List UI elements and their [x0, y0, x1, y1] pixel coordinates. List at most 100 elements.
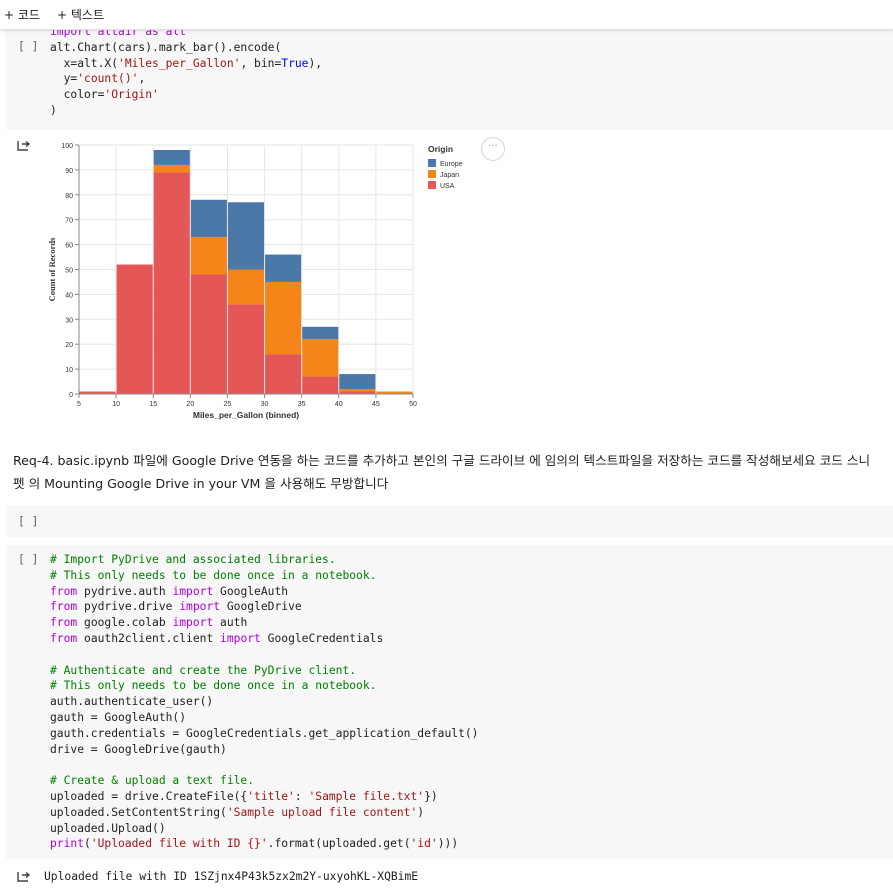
code-token: oauth2client.client: [77, 631, 221, 645]
legend-swatch-usa: [428, 181, 436, 189]
code-token: 'Uploaded file with ID {}': [90, 837, 268, 851]
code-token: :: [294, 789, 309, 803]
code-line: uploaded.Upload(): [50, 821, 478, 837]
code-token: auth: [213, 616, 248, 630]
bar-segment-europe: [339, 374, 376, 390]
bar-segment-europe: [190, 199, 227, 238]
stacked-histogram-chart: 0 10 20 30 40 50 60 70 80 90 100 5 10 15 20 25 30 35 40 45 5…: [47, 143, 463, 420]
legend-swatch-europe: [428, 159, 436, 167]
bar-segment-japan: [153, 164, 190, 173]
bar-segment-usa: [79, 391, 116, 394]
code-token: True: [281, 56, 309, 70]
code-token: 'count()': [77, 72, 139, 86]
bar-segment-japan: [227, 269, 265, 305]
bar-segment-usa: [302, 376, 339, 394]
code-token: GoogleCredentials: [260, 631, 384, 645]
y-tick-label: 10: [65, 367, 73, 374]
cell-output-text: Uploaded file with ID 1SZjnx4P43k5zx2m2Y…: [44, 870, 419, 883]
y-tick-label: 50: [65, 268, 73, 275]
code-token: 'Origin': [104, 88, 159, 102]
code-cell-empty[interactable]: [ ]: [6, 506, 893, 537]
code-token: color=: [50, 88, 105, 102]
code-token: from: [50, 584, 78, 598]
legend-label-europe: Europe: [440, 161, 463, 168]
code-line: x=alt.X('Miles_per_Gallon', bin=True),: [50, 56, 323, 72]
code-line: y='count()',: [50, 71, 322, 87]
legend-label-japan: Japan: [440, 172, 459, 179]
x-tick-label: 30: [261, 401, 269, 408]
code-cell-pydrive[interactable]: [ ] # Import PyDrive and associated libr…: [6, 545, 893, 859]
code-line: print('Uploaded file with ID {}'.format(…: [50, 836, 478, 852]
y-tick-label: 40: [65, 292, 73, 299]
x-tick-label: 15: [149, 401, 157, 408]
output-icon: [17, 140, 31, 151]
run-cell-button[interactable]: [ ]: [18, 553, 39, 566]
code-line: ): [50, 103, 322, 119]
code-line: # This only needs to be done once in a n…: [50, 568, 478, 584]
code-token: # Create & upload a text file.: [50, 774, 255, 788]
code-token: # Import PyDrive and associated librarie…: [50, 553, 336, 566]
code-line: from google.colab import auth: [50, 615, 478, 631]
code-token: drive = GoogleDrive(gauth): [50, 742, 227, 756]
output-icon: [17, 871, 31, 882]
code-line: # Authenticate and create the PyDrive cl…: [50, 663, 478, 679]
code-editor[interactable]: import altair as alt alt.Chart(cars).mark…: [50, 24, 322, 119]
y-tick-label: 70: [65, 218, 73, 225]
y-tick-label: 60: [65, 243, 73, 250]
code-token: 'Miles_per_Gallon': [118, 56, 241, 70]
code-line: gauth = GoogleAuth(): [50, 710, 478, 726]
code-token: import: [172, 616, 214, 630]
legend-swatch-japan: [428, 170, 436, 178]
code-line: auth.authenticate_user(): [50, 694, 478, 710]
bar-segment-usa: [227, 304, 265, 394]
y-axis-title: Count of Records: [47, 237, 57, 301]
run-cell-button[interactable]: [ ]: [18, 40, 39, 53]
code-token: .format(uploaded.get(: [267, 837, 411, 851]
code-token: ): [417, 805, 425, 819]
code-token: (: [84, 837, 91, 851]
code-token: import: [220, 631, 261, 645]
x-tick-label: 40: [335, 401, 343, 408]
code-editor[interactable]: # Import PyDrive and associated librarie…: [50, 552, 478, 852]
bar-segment-usa: [153, 172, 190, 394]
code-line: [50, 757, 478, 773]
y-tick-label: 90: [65, 168, 73, 175]
chart-actions-menu[interactable]: ···: [481, 137, 505, 161]
code-token: uploaded.SetContentString(: [50, 805, 227, 819]
bar-segment-japan: [376, 391, 413, 394]
code-token: import: [179, 600, 221, 614]
x-tick-label: 10: [112, 401, 120, 408]
y-tick-label: 100: [61, 143, 73, 150]
notebook-toolbar: + 코드 + 텍스트: [0, 0, 893, 30]
code-line: drive = GoogleDrive(gauth): [50, 742, 478, 758]
code-token: ))): [437, 837, 459, 851]
code-token: ): [50, 103, 57, 117]
code-token: ,: [138, 72, 146, 86]
code-line: uploaded = drive.CreateFile({'title': 'S…: [50, 789, 478, 805]
code-token: 'Sample file.txt': [308, 789, 425, 803]
add-text-button[interactable]: + 텍스트: [57, 8, 104, 22]
x-tick-label: 5: [77, 401, 81, 408]
code-token: , bin=: [240, 56, 282, 70]
code-token: GoogleDrive: [220, 600, 302, 614]
code-token: alt.Chart(cars).mark_bar().encode(: [50, 40, 282, 54]
code-token: import: [172, 584, 214, 598]
run-cell-button[interactable]: [ ]: [18, 515, 39, 528]
code-cell-altair[interactable]: [ ] import altair as alt alt.Chart(cars).…: [6, 25, 893, 130]
add-code-button[interactable]: + 코드: [4, 8, 40, 22]
code-line: alt.Chart(cars).mark_bar().encode(: [50, 40, 322, 56]
code-line: uploaded.SetContentString('Sample upload…: [50, 805, 478, 821]
code-line: [50, 647, 478, 663]
code-line: color='Origin': [50, 87, 322, 103]
y-tick-label: 80: [65, 193, 73, 200]
code-line: gauth.credentials = GoogleCredentials.ge…: [50, 726, 478, 742]
code-token: x=alt.X(: [50, 56, 119, 70]
x-tick-label: 45: [372, 401, 380, 408]
x-tick-label: 50: [409, 401, 417, 408]
bar-segment-japan: [302, 339, 339, 377]
code-token: pydrive.auth: [77, 584, 173, 598]
code-line: # Import PyDrive and associated librarie…: [50, 552, 478, 568]
code-line: from oauth2client.client import GoogleCr…: [50, 631, 478, 647]
code-token: google.colab: [77, 616, 173, 630]
code-token: y=: [50, 72, 78, 86]
